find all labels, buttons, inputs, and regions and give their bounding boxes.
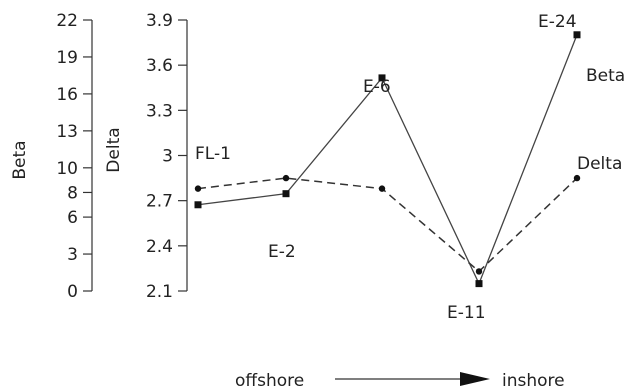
footer-inshore-label: inshore — [502, 371, 565, 389]
delta-tick-label: 2.7 — [146, 192, 173, 212]
delta-tick-label: 2.4 — [146, 237, 173, 257]
beta-tick-label: 16 — [56, 85, 78, 105]
station-label: E-24 — [538, 12, 577, 32]
station-label: E-11 — [447, 303, 486, 323]
beta-tick-label: 6 — [67, 208, 78, 228]
beta-point — [194, 201, 202, 209]
delta-point — [573, 174, 581, 182]
delta-tick-label: 3 — [162, 147, 173, 167]
beta-axis-title: Beta — [10, 140, 30, 179]
delta-tick-label: 2.1 — [146, 282, 173, 302]
beta-tick-label: 3 — [67, 245, 78, 265]
beta-tick-label: 10 — [56, 159, 78, 179]
beta-point — [573, 31, 581, 39]
delta-point — [378, 185, 386, 192]
delta-series-label: Delta — [577, 154, 622, 174]
delta-axis-title: Delta — [104, 127, 124, 172]
delta-tick-label: 3.3 — [146, 101, 173, 121]
beta-tick-label: 19 — [56, 48, 78, 68]
station-label: E-2 — [268, 242, 296, 262]
delta-tick-label: 3.6 — [146, 56, 173, 76]
beta-tick-label: 13 — [56, 122, 78, 142]
delta-point — [282, 174, 290, 182]
beta-tick-label: 8 — [67, 183, 78, 203]
footer-arrow-head — [460, 372, 490, 386]
beta-point — [282, 190, 290, 198]
beta-series-label: Beta — [586, 66, 625, 86]
station-label: FL-1 — [195, 144, 231, 164]
beta-point — [475, 280, 483, 288]
beta-tick-label: 0 — [67, 282, 78, 302]
delta-tick-label: 3.9 — [146, 11, 173, 31]
beta-tick-label: 22 — [56, 11, 78, 31]
footer-offshore-label: offshore — [235, 371, 304, 389]
beta-point — [378, 74, 386, 82]
delta-point — [475, 268, 483, 275]
station-label: E-6 — [363, 77, 391, 97]
beta-series-line — [197, 34, 578, 286]
delta-point — [194, 185, 202, 192]
delta-series-line — [197, 177, 578, 273]
